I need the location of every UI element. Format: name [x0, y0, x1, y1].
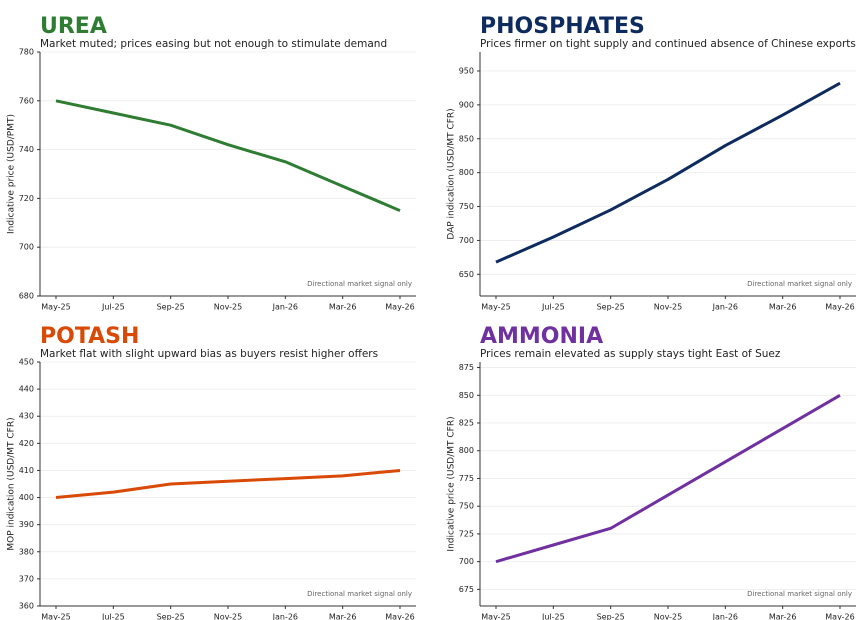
x-tick-label: Jul-25 [541, 303, 565, 312]
panel-title: UREA [40, 14, 107, 39]
y-tick-label: 720 [19, 194, 34, 203]
y-tick-label: 400 [19, 493, 34, 502]
x-tick-label: Sep-25 [157, 303, 185, 312]
x-tick-label: May-25 [41, 613, 70, 620]
y-tick-label: 450 [19, 358, 34, 367]
price-line [55, 99, 401, 212]
x-tick-label: Nov-25 [214, 613, 242, 620]
y-tick-label: 700 [459, 236, 474, 245]
panel-subtitle: Market flat with slight upward bias as b… [40, 348, 378, 360]
y-tick-label: 420 [19, 439, 34, 448]
x-tick-label: Sep-25 [597, 303, 625, 312]
x-tick-label: May-26 [825, 303, 854, 312]
y-tick-label: 900 [459, 100, 474, 109]
y-tick-label: 390 [19, 520, 34, 529]
x-tick-label: Nov-25 [214, 303, 242, 312]
panel-subtitle: Market muted; prices easing but not enou… [40, 38, 387, 50]
y-tick-label: 775 [459, 474, 474, 483]
x-tick-label: Jul-25 [541, 613, 565, 620]
y-tick-label: 680 [19, 292, 34, 301]
x-tick-label: May-26 [825, 613, 854, 620]
x-tick-label: May-26 [385, 303, 414, 312]
y-tick-label: 700 [459, 557, 474, 566]
x-tick-label: Mar-26 [769, 613, 797, 620]
panel-subtitle: Prices remain elevated as supply stays t… [480, 348, 781, 360]
x-tick-label: Jul-25 [101, 613, 125, 620]
x-tick-label: Mar-26 [329, 613, 357, 620]
y-axis-label: Indicative price (USD/MT CFR) [447, 416, 457, 551]
y-tick-label: 780 [19, 48, 34, 57]
x-tick-label: Mar-26 [329, 303, 357, 312]
x-tick-label: May-25 [481, 613, 510, 620]
x-tick-label: Jul-25 [101, 303, 125, 312]
y-tick-label: 430 [19, 412, 34, 421]
y-tick-label: 750 [459, 202, 474, 211]
y-tick-label: 410 [19, 466, 34, 475]
y-tick-label: 800 [459, 446, 474, 455]
price-line [55, 468, 401, 500]
y-tick-label: 875 [459, 363, 474, 372]
panel-title: PHOSPHATES [480, 14, 645, 39]
price-line [495, 393, 841, 564]
y-tick-label: 650 [459, 270, 474, 279]
y-axis-label: MOP indication (USD/MT CFR) [7, 417, 17, 550]
y-tick-label: 850 [459, 391, 474, 400]
y-tick-label: 700 [19, 243, 34, 252]
panel-subtitle: Prices firmer on tight supply and contin… [480, 38, 856, 50]
y-tick-label: 850 [459, 134, 474, 143]
annotation: Directional market signal only [307, 590, 412, 598]
y-tick-label: 380 [19, 547, 34, 556]
y-tick-label: 725 [459, 529, 474, 538]
x-tick-label: Sep-25 [597, 613, 625, 620]
panel-title: POTASH [40, 324, 139, 349]
annotation: Directional market signal only [747, 590, 852, 598]
y-tick-label: 750 [459, 502, 474, 511]
x-tick-label: Nov-25 [654, 613, 682, 620]
x-tick-label: Mar-26 [769, 303, 797, 312]
x-tick-label: Jan-26 [272, 613, 298, 620]
x-tick-label: May-26 [385, 613, 414, 620]
x-tick-label: May-25 [41, 303, 70, 312]
y-tick-label: 760 [19, 96, 34, 105]
y-axis-label: DAP indication (USD/MT CFR) [447, 108, 457, 239]
x-tick-label: Sep-25 [157, 613, 185, 620]
y-tick-label: 370 [19, 574, 34, 583]
annotation: Directional market signal only [307, 280, 412, 288]
x-tick-label: Jan-26 [272, 303, 298, 312]
y-axis-label: Indicative price (USD/PMT) [7, 114, 17, 234]
y-tick-label: 440 [19, 385, 34, 394]
price-line [495, 81, 841, 264]
annotation: Directional market signal only [747, 280, 852, 288]
x-tick-label: Nov-25 [654, 303, 682, 312]
y-tick-label: 825 [459, 419, 474, 428]
x-tick-label: Jan-26 [712, 613, 738, 620]
y-tick-label: 675 [459, 585, 474, 594]
x-tick-label: May-25 [481, 303, 510, 312]
y-tick-label: 950 [459, 66, 474, 75]
panel-title: AMMONIA [480, 324, 603, 349]
y-tick-label: 800 [459, 168, 474, 177]
x-tick-label: Jan-26 [712, 303, 738, 312]
y-tick-label: 360 [19, 602, 34, 611]
y-tick-label: 740 [19, 145, 34, 154]
